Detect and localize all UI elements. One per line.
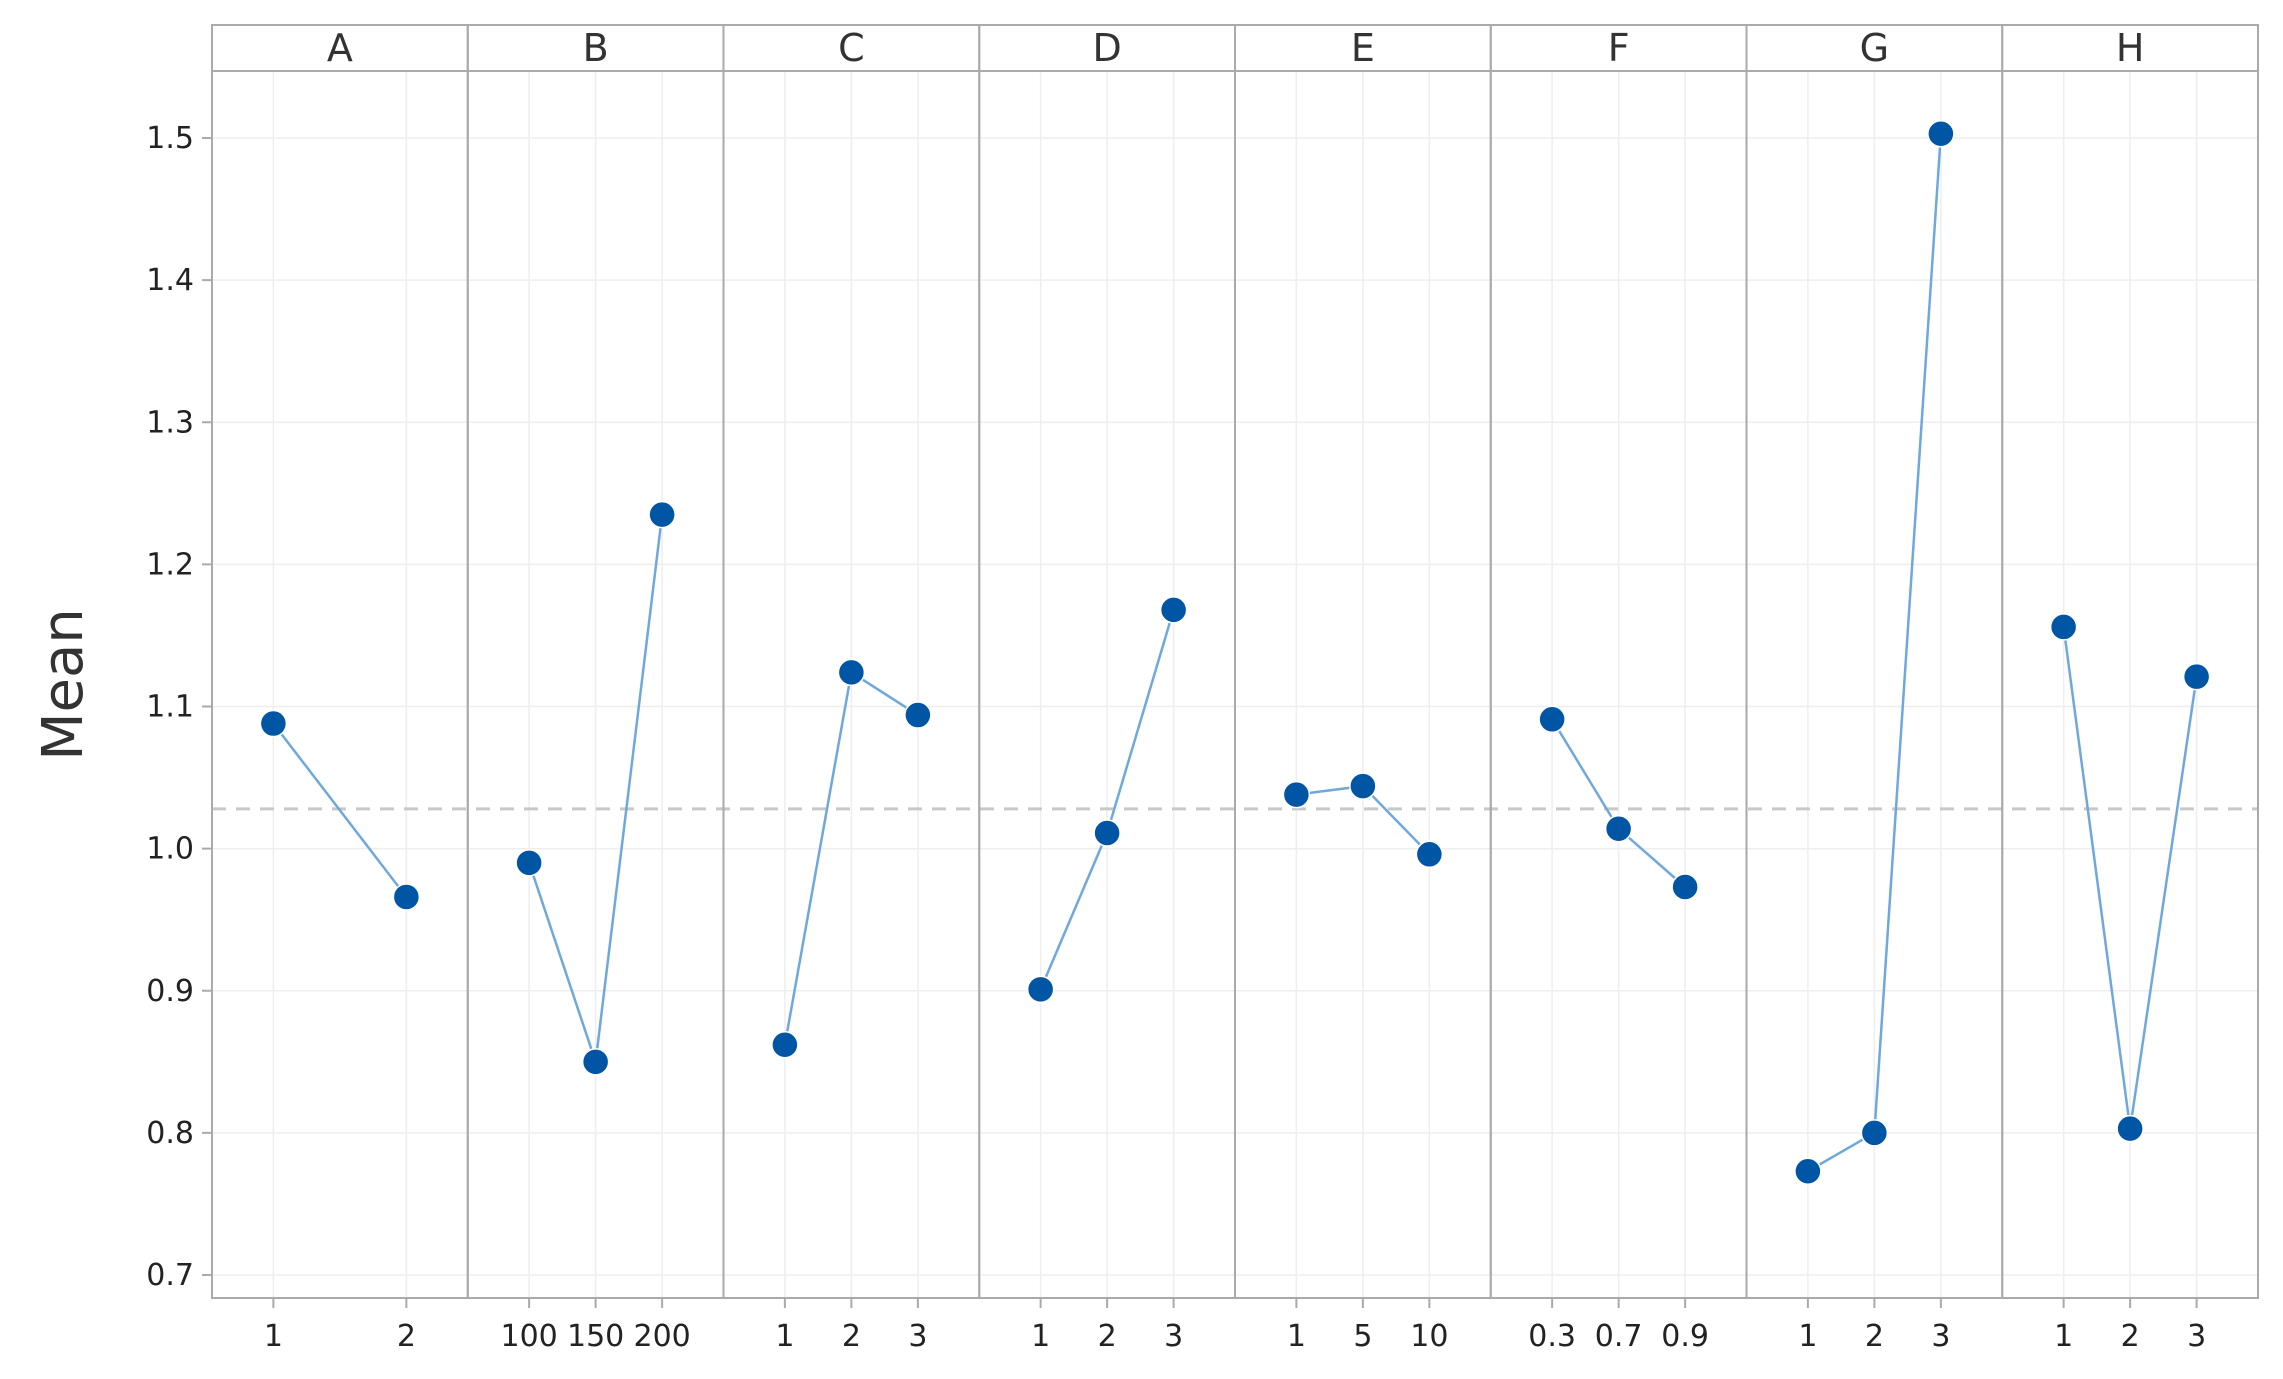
panel-label-c: C: [838, 26, 865, 70]
label-layer: A 1 2 B 100 150 200 C 1 2 3 D 1 2 3 E 1 5 10 F 0.3 0.7 0.9 G 1 2 3…: [264, 26, 2206, 1354]
data-point-h-1: [2049, 613, 2078, 641]
x-tick-label: 3: [908, 1319, 927, 1354]
x-tick-label: 3: [2187, 1319, 2206, 1354]
data-point-a-2: [392, 883, 421, 911]
x-tick-label: 1: [264, 1319, 283, 1354]
x-tick-label: 1: [1798, 1319, 1817, 1354]
data-point-b-3: [648, 500, 676, 529]
y-tick-label: 1.3: [146, 405, 194, 440]
y-tick-label: 1.5: [146, 121, 194, 156]
y-axis: 0.7 0.8 0.9 1.0 1.1 1.2 1.3 1.4 1.5: [146, 121, 212, 1293]
frame-layer: [211, 24, 2259, 1299]
data-point-b-2: [581, 1048, 610, 1076]
x-tick-label: 2: [1098, 1319, 1117, 1354]
x-tick-label: 1: [1031, 1319, 1050, 1354]
x-tick-label: 3: [1931, 1319, 1950, 1354]
data-point-e-2: [1349, 772, 1377, 800]
panel-label-f: F: [1608, 26, 1630, 70]
grid-layer: [212, 71, 2258, 1298]
x-tick-label: 1: [1287, 1319, 1306, 1354]
x-tick-label: 0.9: [1661, 1319, 1709, 1354]
panel-label-h: H: [2116, 26, 2145, 70]
data-point-e-3: [1415, 840, 1444, 869]
panel-label-a: A: [327, 26, 353, 70]
data-point-g-1: [1794, 1157, 1822, 1185]
data-point-g-3: [1927, 119, 1955, 148]
data-point-c-1: [771, 1031, 799, 1059]
data-point-g-2: [1860, 1119, 1889, 1147]
data-point-f-2: [1604, 814, 1633, 843]
x-tick-label: 5: [1353, 1319, 1372, 1354]
x-tick-label: 0.7: [1595, 1319, 1643, 1354]
y-tick-label: 1.4: [146, 263, 194, 298]
x-tick-label: 3: [1164, 1319, 1183, 1354]
y-tick-label: 1.1: [146, 690, 194, 725]
x-tick-label: 200: [633, 1319, 690, 1354]
panel-label-e: E: [1351, 26, 1375, 70]
data-point-f-3: [1671, 873, 1699, 901]
data-point-d-1: [1026, 975, 1055, 1004]
x-tick-label: 1: [775, 1319, 794, 1354]
x-tick-label: 100: [500, 1319, 557, 1354]
data-point-c-3: [904, 701, 932, 729]
data-point-a-1: [259, 709, 288, 738]
x-tick-label: 2: [2121, 1319, 2140, 1354]
x-tick-label: 10: [1410, 1319, 1448, 1354]
y-axis-title: Mean: [31, 608, 96, 761]
y-tick-label: 0.9: [146, 974, 194, 1009]
x-tick-label: 150: [567, 1319, 624, 1354]
series-layer: [259, 119, 2211, 1185]
series-line-a: [272, 722, 408, 898]
x-tick-label: 2: [397, 1319, 416, 1354]
data-point-c-2: [837, 658, 866, 687]
data-point-f-1: [1538, 705, 1566, 734]
data-point-d-3: [1159, 596, 1188, 624]
y-tick-label: 1.0: [146, 832, 194, 867]
y-tick-label: 0.8: [146, 1116, 194, 1151]
data-point-h-2: [2116, 1114, 2144, 1143]
y-tick-label: 0.7: [146, 1258, 194, 1293]
x-tick-label: 2: [1865, 1319, 1884, 1354]
panel-label-g: G: [1860, 26, 1889, 70]
x-tick-label: 1: [2054, 1319, 2073, 1354]
data-point-e-1: [1282, 780, 1311, 809]
data-point-d-2: [1093, 819, 1121, 847]
y-tick-label: 1.2: [146, 547, 194, 582]
x-tick-label: 0.3: [1528, 1319, 1576, 1354]
x-tick-label: 2: [842, 1319, 861, 1354]
panel-frame-a: [211, 24, 469, 1299]
panel-label-d: D: [1092, 26, 1121, 70]
panel-label-b: B: [583, 26, 609, 70]
data-point-b-1: [515, 849, 543, 877]
data-point-h-3: [2182, 662, 2211, 691]
